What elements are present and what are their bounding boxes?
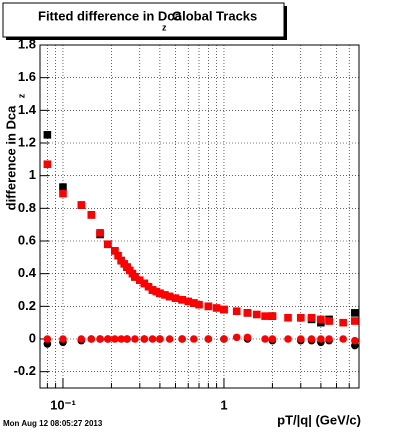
marker (161, 291, 169, 299)
marker (165, 292, 174, 301)
marker (131, 335, 139, 343)
marker (204, 335, 213, 343)
y-axis-label-subscript: z (16, 93, 26, 98)
marker (87, 211, 96, 219)
y-tick-label: 1.4 (18, 102, 37, 117)
marker (195, 300, 203, 309)
marker (144, 282, 153, 291)
marker (351, 309, 359, 317)
marker (351, 336, 359, 345)
marker (296, 313, 305, 322)
y-tick-label: 1.2 (18, 134, 36, 149)
marker (190, 335, 198, 343)
marker (123, 335, 131, 343)
marker (284, 313, 292, 322)
marker (111, 335, 119, 343)
marker (165, 335, 174, 343)
marker (325, 335, 333, 343)
marker (43, 131, 52, 139)
plot-frame (39, 44, 360, 389)
y-tick-label: -0.2 (14, 363, 36, 378)
y-tick-label: 1 (29, 167, 36, 182)
marker (87, 335, 96, 343)
marker (184, 297, 193, 306)
marker (59, 335, 67, 343)
marker (96, 335, 104, 343)
marker (268, 312, 277, 320)
marker (77, 335, 86, 343)
timestamp: Mon Aug 12 08:05:27 2013 (3, 419, 103, 428)
marker (339, 318, 347, 327)
marker (307, 313, 316, 322)
marker (135, 276, 144, 284)
marker (296, 335, 305, 343)
chart-title: Fitted difference in Dca (38, 8, 183, 23)
y-tick-label: 0.2 (18, 298, 36, 313)
marker (307, 335, 316, 343)
title-subscript: z (162, 22, 167, 32)
marker (220, 305, 228, 314)
marker (77, 201, 86, 209)
marker (220, 335, 228, 343)
marker (104, 240, 112, 249)
marker (212, 304, 221, 312)
marker (351, 317, 359, 325)
y-axis-label: difference in Dca (3, 105, 18, 211)
marker (261, 335, 269, 343)
title-box (2, 2, 285, 38)
y-tick-label: 1.6 (18, 69, 36, 84)
marker (111, 247, 119, 255)
marker (190, 299, 198, 307)
y-tick-label: 0.4 (18, 265, 37, 280)
marker (253, 310, 261, 319)
marker (117, 335, 126, 343)
x-axis-label: pT/|q| (GeV/c) (277, 412, 361, 427)
y-tick-label: 1.8 (18, 36, 36, 51)
marker (261, 312, 269, 320)
marker (171, 294, 180, 302)
marker (243, 333, 252, 342)
marker (317, 335, 325, 343)
marker (232, 307, 241, 316)
marker (232, 333, 241, 342)
marker (59, 183, 67, 191)
marker (156, 289, 164, 298)
x-tick-label: 1 (220, 397, 227, 412)
marker (131, 273, 139, 281)
marker (339, 335, 347, 343)
marker (140, 279, 149, 288)
title-suffix: Global Tracks (172, 8, 257, 23)
marker (325, 317, 333, 325)
marker (156, 335, 164, 343)
marker (243, 309, 252, 317)
marker (140, 335, 149, 343)
y-tick-label: 0 (29, 330, 36, 345)
marker (148, 335, 157, 343)
marker (284, 335, 292, 343)
marker (43, 160, 52, 169)
marker (96, 229, 104, 237)
marker (268, 335, 277, 343)
marker (104, 335, 112, 343)
plot-area: -0.2 0 0.2 0.4 0.6 0.8 1 1.2 1.4 1.6 1.8 10⁻¹ 1 (14, 36, 360, 412)
x-tick-label: 10⁻¹ (50, 397, 76, 412)
marker (204, 302, 213, 311)
marker (178, 335, 186, 343)
marker (114, 251, 122, 260)
marker (59, 189, 67, 198)
marker (178, 296, 186, 304)
marker (317, 315, 325, 324)
y-tick-label: 0.8 (18, 200, 36, 215)
marker (43, 335, 52, 343)
y-tick-label: 0.6 (18, 232, 36, 247)
